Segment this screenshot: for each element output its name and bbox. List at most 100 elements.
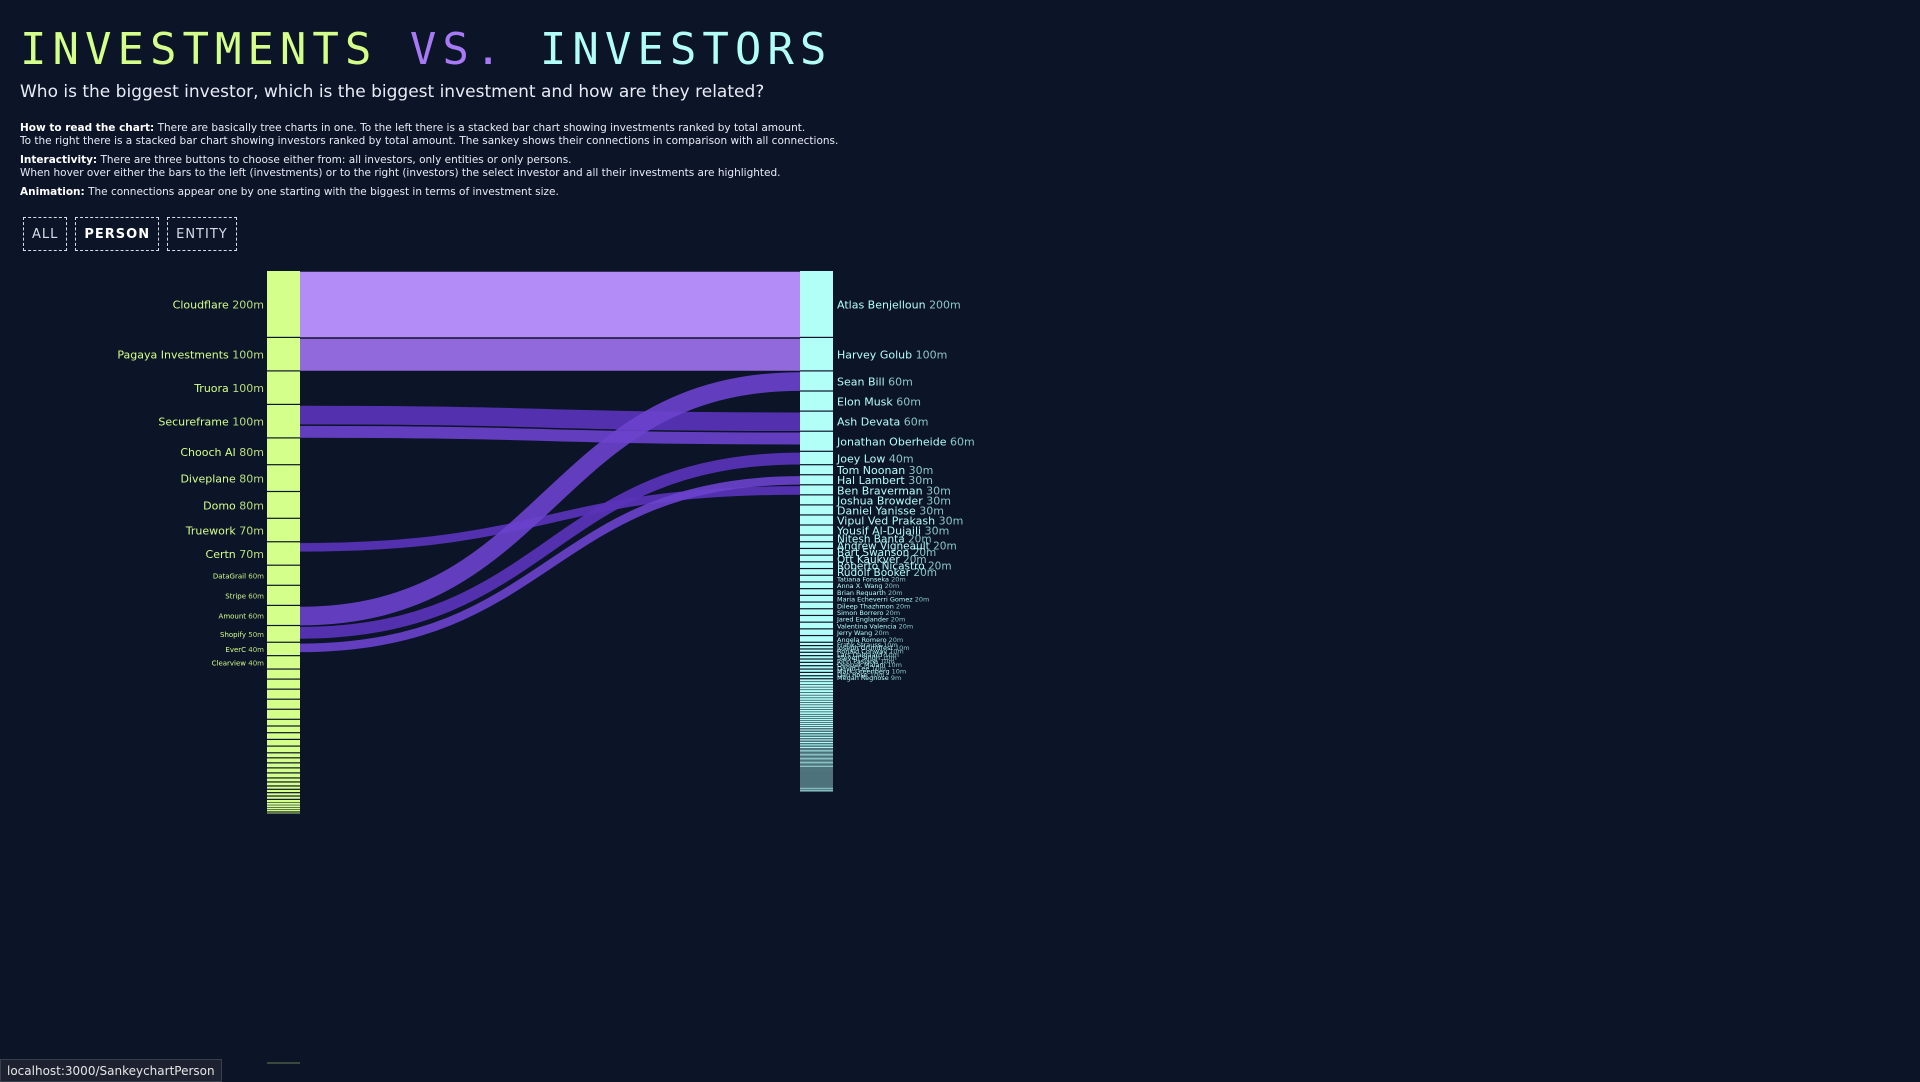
investor-bar[interactable] [800,687,833,689]
investor-bar[interactable] [800,636,833,642]
investment-bar[interactable] [267,808,300,809]
investor-bar[interactable] [800,338,833,370]
investor-bar[interactable] [800,740,833,741]
investor-bar[interactable] [800,562,833,568]
investment-bar[interactable] [267,643,300,655]
investor-bar[interactable] [800,650,833,652]
investment-bar[interactable] [267,405,300,437]
investment-bar[interactable] [267,439,300,465]
investment-bar[interactable] [267,763,300,767]
investor-bar[interactable] [800,603,833,609]
investment-bar[interactable] [267,793,300,795]
investor-bar[interactable] [800,761,833,762]
investor-bar[interactable] [800,623,833,629]
investor-bar[interactable] [800,682,833,684]
investor-bar[interactable] [800,703,833,705]
investor-bar[interactable] [800,670,833,672]
investor-bar[interactable] [800,596,833,602]
investment-bar[interactable] [267,670,300,679]
investor-bar[interactable] [800,589,833,595]
investor-bar[interactable] [800,660,833,662]
investor-bar[interactable] [800,725,833,726]
investor-bar[interactable] [800,762,833,763]
investor-bar[interactable] [800,737,833,738]
investor-bar[interactable] [800,693,833,695]
investor-bar[interactable] [800,643,833,645]
investor-bar[interactable] [800,729,833,730]
investor-bar[interactable] [800,735,833,736]
investor-bar[interactable] [800,556,833,562]
investor-bar[interactable] [800,616,833,622]
investor-bar[interactable] [800,536,833,542]
investor-bar[interactable] [800,727,833,728]
investor-bar[interactable] [800,757,833,758]
investment-bar[interactable] [267,626,300,642]
investor-bar[interactable] [800,751,833,752]
investor-bar[interactable] [800,765,833,766]
investment-bar[interactable] [267,727,300,733]
investor-bar[interactable] [800,745,833,746]
investor-bar[interactable] [800,755,833,756]
investor-bar[interactable] [800,690,833,692]
investor-bar[interactable] [800,629,833,635]
investor-bar[interactable] [800,749,833,750]
investment-bar[interactable] [267,372,300,404]
investment-bar[interactable] [267,758,300,762]
investor-bar[interactable] [800,712,833,714]
investor-bar[interactable] [800,569,833,575]
investment-bar[interactable] [267,586,300,605]
investor-bar[interactable] [800,695,833,697]
investment-bar[interactable] [267,492,300,518]
investor-bar[interactable] [800,646,833,648]
investor-bar[interactable] [800,475,833,484]
investment-bar[interactable] [267,519,300,541]
investment-bar[interactable] [267,783,300,786]
investment-bar[interactable] [267,542,300,564]
investor-bar[interactable] [800,753,833,754]
investor-bar[interactable] [800,576,833,582]
investor-bar[interactable] [800,516,833,525]
investment-bar[interactable] [267,740,300,746]
investor-bar[interactable] [800,763,833,764]
investor-bar[interactable] [800,673,833,675]
investor-bar[interactable] [800,549,833,555]
investor-bar[interactable] [800,732,833,733]
investor-bar[interactable] [800,747,833,748]
investor-bar[interactable] [800,495,833,504]
investor-bar[interactable] [800,542,833,548]
investment-bar[interactable] [267,779,300,782]
sankey-link[interactable] [300,415,800,422]
investor-bar[interactable] [800,705,833,707]
investor-bar[interactable] [800,485,833,494]
investment-bar[interactable] [267,805,300,807]
investment-bar[interactable] [267,566,300,585]
investment-bar[interactable] [267,812,300,813]
investor-bar[interactable] [800,676,833,678]
investor-bar[interactable] [800,719,833,720]
investor-bar[interactable] [800,721,833,722]
investor-bar[interactable] [800,583,833,589]
investor-bar[interactable] [800,715,833,716]
investor-bar[interactable] [800,412,833,431]
investment-bar[interactable] [267,797,300,799]
investor-bar[interactable] [800,758,833,759]
investor-bar[interactable] [800,465,833,474]
investor-bar[interactable] [800,653,833,655]
investor-bar[interactable] [800,700,833,702]
investment-bar[interactable] [267,700,300,709]
investor-bar[interactable] [800,766,833,767]
investment-bar[interactable] [267,768,300,772]
investment-bar[interactable] [267,774,300,778]
investment-bar[interactable] [267,680,300,689]
investor-bar[interactable] [800,698,833,700]
investment-bar[interactable] [267,800,300,802]
investor-bar[interactable] [800,506,833,515]
investor-bar[interactable] [800,663,833,665]
investment-bar[interactable] [267,271,300,337]
investor-bar[interactable] [800,679,833,681]
investor-bar[interactable] [800,432,833,451]
investment-bar[interactable] [267,753,300,757]
investor-bar[interactable] [800,372,833,391]
investor-bar[interactable] [800,666,833,668]
investment-bar[interactable] [267,656,300,668]
